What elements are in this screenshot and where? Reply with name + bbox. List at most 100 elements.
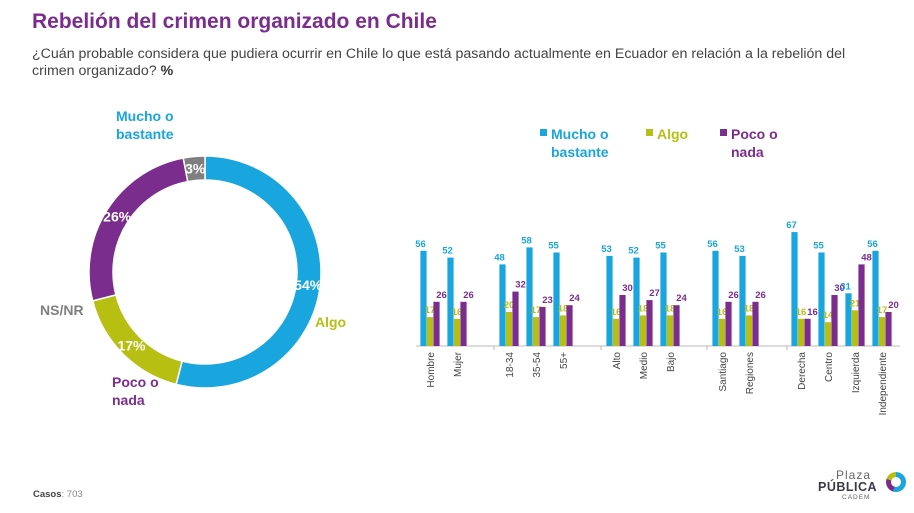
bar-value-0-2: 26 [436, 290, 447, 301]
bar-7-0 [660, 252, 667, 346]
bar-2-0 [499, 264, 506, 346]
x-tick-label-5: Alto [612, 352, 623, 370]
x-tick-label-13: Independiente [878, 352, 889, 416]
bar-value-13-1: 17 [877, 305, 888, 316]
bar-value-3-0: 58 [521, 235, 532, 246]
x-tick-label-10: Derecha [797, 352, 808, 390]
x-tick-label-6: Medio [639, 352, 650, 380]
bar-value-1-2: 26 [463, 290, 474, 301]
x-tick-label-9: Regiones [745, 352, 756, 394]
page-title: Rebelión del crimen organizado en Chile [32, 10, 437, 33]
bar-value-9-2: 26 [755, 290, 766, 301]
logo-line-1: Plaza [836, 468, 872, 482]
bar-5-1 [612, 318, 620, 346]
bar-8-0 [712, 250, 719, 346]
bar-value-5-1: 16 [611, 307, 622, 318]
bar-value-13-2: 20 [888, 300, 899, 311]
bar-8-2 [725, 301, 732, 346]
bar-legend: Mucho o bastante Algo Poco o nada [540, 126, 778, 160]
cases-value: 703 [66, 489, 83, 500]
bar-6-1 [639, 315, 647, 346]
bar-11-0 [818, 252, 825, 346]
donut-label-mucho-0: Mucho o [116, 108, 174, 124]
bar-value-2-0: 48 [494, 252, 505, 263]
bar-3-1 [532, 317, 540, 346]
bar-value-0-0: 56 [415, 239, 426, 250]
x-tick-label-2: 18-34 [505, 352, 516, 378]
bar-1-2 [460, 301, 467, 346]
donut-slice-2 [88, 157, 189, 302]
donut-label-mucho-1: bastante [116, 126, 174, 142]
bar-0-2 [433, 301, 440, 346]
bar-value-3-1: 17 [531, 305, 542, 316]
bar-value-1-0: 52 [442, 246, 453, 257]
bar-value-10-1: 16 [796, 307, 807, 318]
bar-9-1 [745, 315, 753, 346]
bar-2-2 [512, 291, 519, 346]
bar-value-1-1: 16 [452, 307, 463, 318]
logo-mark-icon [886, 472, 906, 492]
bar-value-6-1: 18 [638, 303, 649, 314]
donut-slice-3 [182, 155, 206, 183]
x-tick-label-12: Izquierda [851, 352, 862, 394]
bar-value-5-2: 30 [622, 283, 633, 294]
legend-swatch-1 [646, 129, 653, 136]
subtitle-unit: % [160, 63, 174, 79]
bar-8-1 [718, 318, 726, 346]
bar-13-0 [872, 250, 879, 346]
donut-label-poco-1: nada [112, 392, 145, 408]
bar-7-1 [666, 315, 674, 346]
legend-label-2-0: Poco o [731, 126, 778, 142]
legend-label-1-0: Algo [657, 126, 688, 142]
x-tick-label-4: 55+ [559, 352, 570, 369]
bar-value-10-2: 16 [807, 307, 818, 318]
bar-value-10-0: 67 [786, 220, 797, 231]
bar-value-13-0: 56 [867, 239, 878, 250]
donut-value-label-1: 17% [117, 338, 146, 354]
bar-4-2 [566, 305, 573, 346]
bar-value-9-0: 53 [734, 244, 745, 255]
bar-value-8-1: 16 [717, 307, 728, 318]
bar-12-0 [845, 293, 852, 346]
x-tick-label-3: 35-54 [532, 352, 543, 378]
legend-label-0-1: bastante [551, 144, 609, 160]
bar-7-2 [673, 305, 680, 346]
legend-swatch-0 [540, 129, 547, 136]
bar-value-7-1: 18 [665, 303, 676, 314]
bar-13-2 [885, 312, 892, 346]
bar-1-1 [453, 318, 461, 346]
bar-5-2 [619, 295, 626, 346]
donut-label-algo-0: Algo [315, 314, 346, 330]
bar-value-8-2: 26 [728, 290, 739, 301]
legend-label-2-1: nada [731, 144, 764, 160]
plaza-publica-logo: Plaza PÚBLICA CADEM [816, 468, 912, 510]
bar-value-11-2: 30 [834, 283, 845, 294]
logo-line-3: CADEM [842, 494, 871, 501]
bar-6-0 [633, 257, 640, 346]
donut-label-poco-0: Poco o [112, 374, 159, 390]
bar-value-12-0: 31 [840, 281, 851, 292]
bar-value-8-0: 56 [707, 239, 718, 250]
bar-0-1 [426, 317, 434, 346]
bar-9-0 [739, 255, 746, 346]
donut-label-nsnr-0: NS/NR [40, 302, 84, 318]
bar-1-0 [447, 257, 454, 346]
legend-label-0-0: Mucho o [551, 126, 609, 142]
bar-value-11-1: 14 [823, 310, 834, 321]
bar-value-12-2: 48 [861, 252, 872, 263]
x-tick-label-7: Bajo [666, 352, 677, 372]
bar-3-0 [526, 247, 533, 346]
bar-chart: 561726Hombre521626Mujer48203218-34581723… [415, 220, 900, 415]
bar-value-0-1: 17 [425, 305, 436, 316]
page-subtitle: ¿Cuán probable considera que pudiera ocu… [32, 46, 872, 80]
donut-value-label-2: 26% [103, 208, 132, 224]
bar-4-1 [559, 315, 567, 346]
bar-value-6-0: 52 [628, 246, 639, 257]
x-tick-label-0: Hombre [426, 352, 437, 388]
bar-value-6-2: 27 [649, 288, 660, 299]
bar-0-0 [420, 250, 427, 346]
logo-line-2: PÚBLICA [818, 480, 878, 494]
bar-9-2 [752, 301, 759, 346]
cases-label: Casos [33, 489, 62, 500]
